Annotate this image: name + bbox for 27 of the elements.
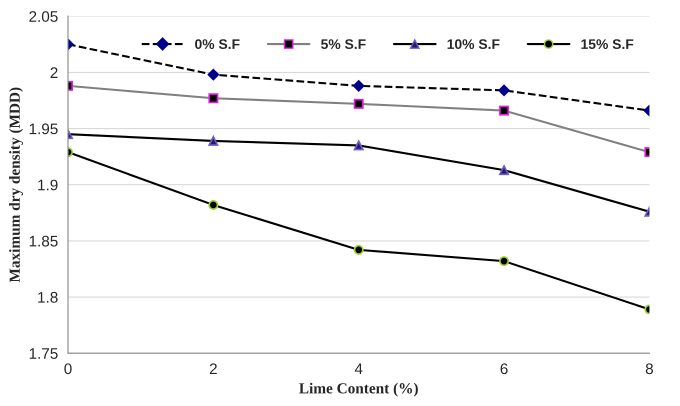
y-tick-label: 1.9 — [38, 180, 58, 190]
x-tick-label: 8 — [646, 363, 653, 374]
y-tick-label: 1.8 — [38, 292, 58, 303]
point — [208, 200, 218, 210]
x-axis-title: Lime Content (%) — [299, 382, 418, 397]
x-tick-label: 0 — [64, 363, 72, 374]
y-tick-label: 2 — [50, 67, 58, 78]
legend-label: 15% S.F — [581, 39, 634, 50]
y-tick-label: 1.75 — [30, 348, 58, 359]
x-tick-label: 6 — [500, 363, 508, 374]
point — [498, 84, 510, 96]
legend-label: 5% S.F — [321, 39, 366, 50]
point — [208, 93, 218, 104]
legend-label: 0% S.F — [195, 39, 240, 50]
y-tick-label: 1.85 — [30, 236, 58, 247]
point — [208, 68, 220, 80]
point — [352, 80, 364, 92]
y-tick-label: 2.05 — [29, 11, 58, 22]
x-tick-label: 2 — [210, 363, 217, 374]
legend-label: 10% S.F — [448, 39, 500, 50]
x-tick-label: 4 — [354, 364, 362, 374]
point — [354, 98, 364, 109]
y-tick-label: 1.95 — [30, 123, 58, 134]
point — [354, 140, 364, 150]
point — [354, 244, 364, 255]
point — [208, 136, 218, 146]
y-axis-title: Maximum dry density (MDD) — [9, 88, 23, 282]
